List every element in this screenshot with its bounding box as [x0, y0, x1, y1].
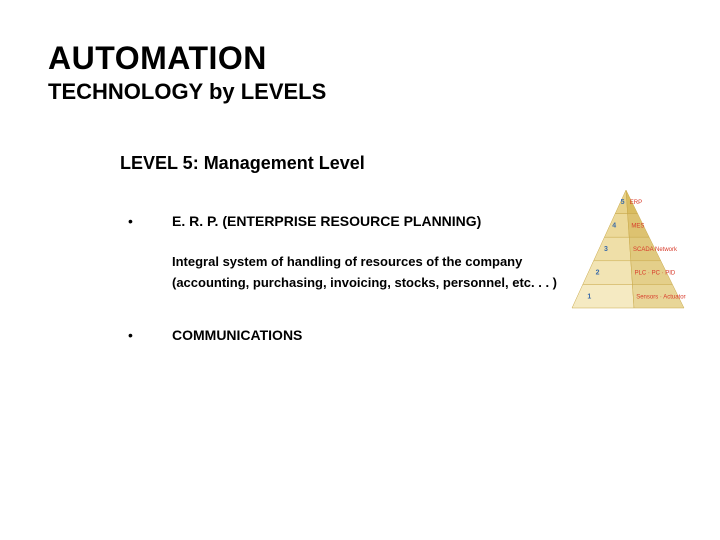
svg-text:Sensors · Actuators · Hardware: Sensors · Actuators · Hardware — [636, 294, 686, 300]
item-label-erp: E. R. P. (ENTERPRISE RESOURCE PLANNING) — [172, 210, 481, 232]
svg-text:5: 5 — [621, 199, 625, 206]
list-item: • COMMUNICATIONS — [128, 324, 672, 346]
automation-pyramid-icon: 5 ERP 4 MES 3 SCADA Network 2 PLC · PC · PID 1 Se… — [566, 184, 686, 314]
title-sub: TECHNOLOGY by LEVELS — [48, 79, 672, 105]
svg-text:3: 3 — [604, 246, 608, 253]
bullet-icon: • — [128, 324, 172, 346]
title-main: AUTOMATION — [48, 40, 672, 77]
svg-text:4: 4 — [612, 223, 616, 230]
svg-text:PLC · PC · PID: PLC · PC · PID — [635, 271, 676, 277]
svg-text:MES: MES — [631, 224, 644, 230]
svg-text:1: 1 — [587, 293, 591, 300]
bullet-icon: • — [128, 210, 172, 232]
svg-text:ERP: ERP — [630, 200, 642, 206]
slide: AUTOMATION TECHNOLOGY by LEVELS LEVEL 5:… — [0, 0, 720, 540]
svg-text:SCADA Network: SCADA Network — [633, 247, 678, 253]
svg-text:2: 2 — [596, 270, 600, 277]
item-label-comm: COMMUNICATIONS — [172, 324, 302, 346]
level-heading: LEVEL 5: Management Level — [120, 153, 672, 174]
